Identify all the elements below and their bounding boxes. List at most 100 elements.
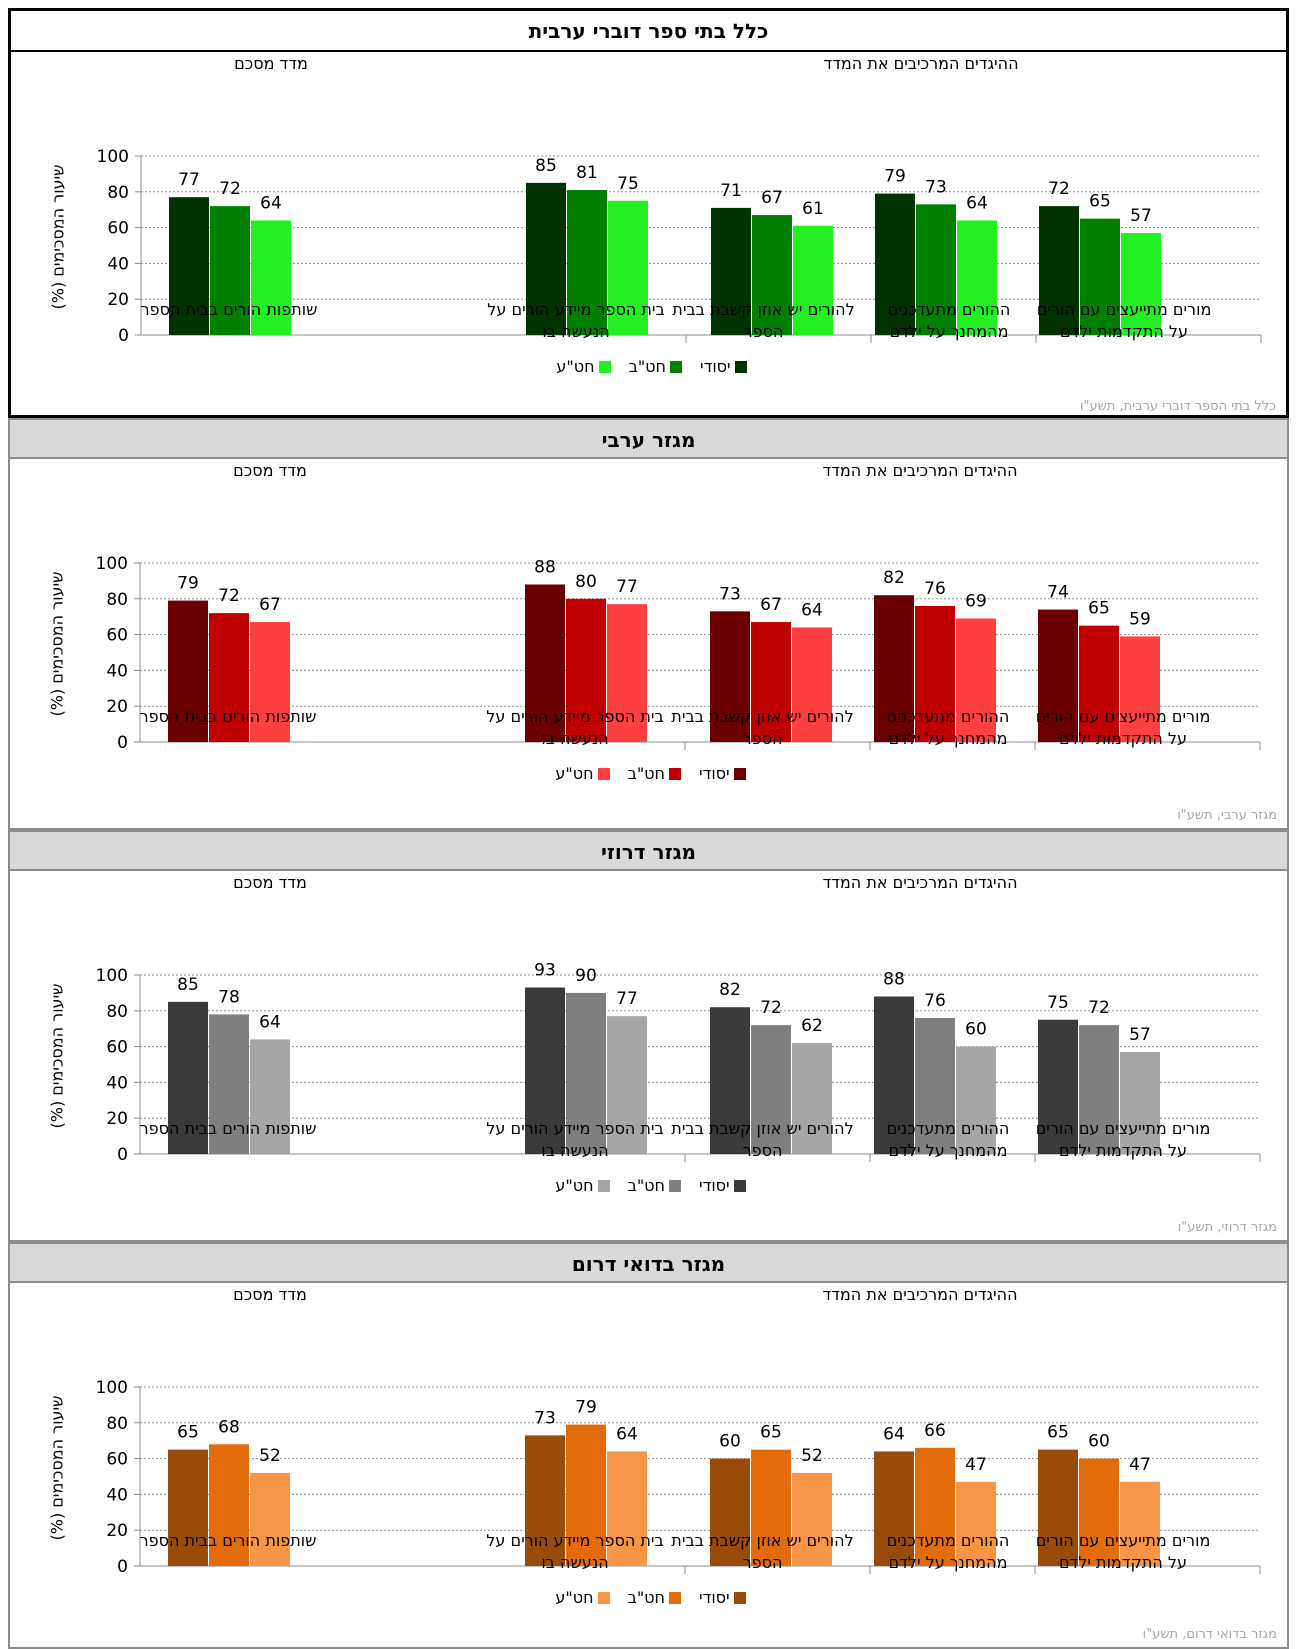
data-label: 47 [965, 1455, 987, 1475]
category-label: מורים מתייעצים עם הורים על התקדמות ילדם [1035, 707, 1211, 748]
data-label: 79 [177, 574, 199, 594]
bar [752, 215, 792, 335]
chart-legend: יסודי חט"ב חט"ע [10, 764, 1291, 783]
category-label: ההורים מתעדכנים מהמחנך על ילדם [886, 1119, 1010, 1160]
bar [710, 611, 750, 742]
category-label: שותפות הורים בבית הספר [139, 1531, 317, 1550]
bar-chart: 0 20 40 60 80 100 65 68 52 73 79 64 60 65 52 64 66 47 65 60… [96, 1378, 1261, 1577]
bar-chart: 0 20 40 60 80 100 77 72 64 85 81 75 71 67 61 79 73 64 72 65… [97, 147, 1262, 346]
legend-swatch [598, 360, 611, 373]
data-label: 47 [1129, 1455, 1151, 1475]
legend-swatch [597, 1179, 610, 1192]
category-label: להורים יש אוזן קשבת בבית הספר [671, 1119, 854, 1160]
data-label: 64 [616, 1424, 638, 1444]
bar [751, 1025, 791, 1154]
bar [607, 1016, 647, 1154]
bar [751, 622, 791, 742]
source-note: מגזר דרוזי, תשע"ו [1177, 1220, 1277, 1235]
bar-chart: 0 20 40 60 80 100 79 72 67 88 80 77 73 67 64 82 76 69 74 65… [96, 554, 1261, 753]
y-tick-label: 20 [107, 290, 129, 310]
legend-swatch [670, 360, 682, 373]
bar [168, 1449, 208, 1566]
legend-swatch [733, 767, 746, 780]
bar [1120, 636, 1160, 742]
bar [607, 604, 647, 742]
data-label: 57 [1130, 206, 1152, 226]
data-label: 82 [719, 980, 741, 1000]
bar [526, 182, 566, 335]
data-label: 79 [575, 1398, 597, 1418]
chart-legend: יסודי חט"ב חט"ע [11, 357, 1292, 376]
chart-body: מדד מסכם ההיגדים המרכיבים את המדד שיעור המ… [10, 1283, 1287, 1649]
bar [566, 598, 606, 742]
bar [1038, 609, 1078, 742]
bar [793, 225, 833, 335]
data-label: 77 [616, 989, 638, 1009]
bar [956, 1481, 996, 1566]
y-tick-label: 40 [106, 1485, 128, 1505]
category-label: ההורים מתעדכנים מהמחנך על ילדם [886, 1531, 1010, 1572]
bar [566, 992, 606, 1154]
bar [169, 197, 209, 335]
panel-title: מגזר בדואי דרום [10, 1242, 1287, 1283]
items-label: ההיגדים המרכיבים את המדד [822, 461, 1018, 480]
y-tick-label: 80 [107, 183, 129, 203]
bar-chart: 0 20 40 60 80 100 85 78 64 93 90 77 82 72 62 88 76 60 75 72… [96, 961, 1261, 1165]
y-tick-label: 100 [96, 1378, 128, 1398]
bar [251, 220, 291, 335]
y-tick-label: 100 [97, 147, 129, 167]
y-tick-label: 80 [106, 590, 128, 610]
legend-label: חט"ב [627, 764, 665, 783]
data-label: 73 [719, 584, 741, 604]
data-label: 64 [260, 193, 282, 213]
bar [566, 1424, 606, 1566]
bar [1038, 1449, 1078, 1566]
bar [915, 1017, 955, 1154]
legend-swatch [597, 767, 610, 780]
bar [1120, 1481, 1160, 1566]
legend-item: חט"ע [555, 1176, 610, 1195]
y-tick-label: 80 [106, 1414, 128, 1434]
category-label: בית הספר מיידע הורים על הנעשה בו [486, 1119, 664, 1160]
data-label: 64 [966, 193, 988, 213]
data-label: 90 [575, 966, 597, 986]
legend-label: יסודי [699, 764, 730, 783]
bar [1120, 1051, 1160, 1154]
legend-label: חט"ב [628, 357, 666, 376]
y-tick-label: 20 [106, 1521, 128, 1541]
data-label: 77 [178, 170, 200, 190]
bar [209, 1444, 249, 1566]
bar [168, 1001, 208, 1154]
chart-legend: יסודי חט"ב חט"ע [10, 1176, 1291, 1195]
panel-title: מגזר ערבי [10, 418, 1287, 459]
bar [1080, 218, 1120, 335]
chart-body: מדד מסכם ההיגדים המרכיבים את המדד שיעור המ… [11, 52, 1286, 421]
bar [1079, 625, 1119, 742]
y-tick-label: 0 [117, 1557, 128, 1577]
bar [916, 204, 956, 335]
bar [1079, 1025, 1119, 1154]
y-tick-label: 0 [118, 326, 129, 346]
data-label: 52 [259, 1446, 281, 1466]
legend-label: חט"ב [627, 1176, 665, 1195]
legend-label: חט"ע [556, 357, 595, 376]
y-tick-label: 60 [106, 1450, 128, 1470]
data-label: 81 [576, 163, 598, 183]
chart-panel: מגזר בדואי דרום מדד מסכם ההיגדים המרכיבים … [8, 1242, 1289, 1649]
data-label: 67 [761, 188, 783, 208]
panel-title: מגזר דרוזי [10, 830, 1287, 871]
data-label: 64 [883, 1424, 905, 1444]
data-label: 72 [1088, 998, 1110, 1018]
bar [1039, 206, 1079, 335]
chart-legend: יסודי חט"ב חט"ע [10, 1588, 1291, 1607]
data-label: 93 [534, 961, 556, 981]
data-label: 88 [534, 557, 556, 577]
bar [874, 996, 914, 1154]
y-tick-label: 80 [106, 1002, 128, 1022]
legend-item: חט"ב [628, 764, 681, 783]
bar [711, 207, 751, 335]
data-label: 72 [760, 998, 782, 1018]
y-tick-label: 40 [106, 661, 128, 681]
data-label: 74 [1047, 583, 1069, 603]
chart-panel: מגזר דרוזי מדד מסכם ההיגדים המרכיבים את המ… [8, 830, 1289, 1242]
